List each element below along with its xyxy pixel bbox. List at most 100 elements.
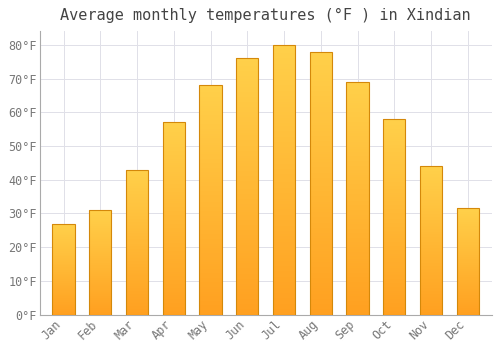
Bar <box>200 264 222 266</box>
Bar <box>346 131 368 133</box>
Bar <box>162 199 185 201</box>
Bar <box>346 273 368 275</box>
Bar <box>273 53 295 56</box>
Bar <box>457 300 479 301</box>
Bar <box>457 245 479 246</box>
Bar <box>200 179 222 182</box>
Bar <box>52 306 74 307</box>
Bar <box>383 264 406 266</box>
Bar <box>383 199 406 201</box>
Bar <box>346 259 368 261</box>
Bar <box>126 226 148 228</box>
Bar <box>126 170 148 315</box>
Bar <box>457 246 479 247</box>
Bar <box>310 249 332 252</box>
Bar <box>273 69 295 72</box>
Bar <box>236 127 258 130</box>
Bar <box>162 165 185 167</box>
Bar <box>383 125 406 127</box>
Bar <box>200 120 222 122</box>
Bar <box>273 72 295 75</box>
Bar <box>346 161 368 163</box>
Bar <box>420 260 442 261</box>
Bar <box>126 251 148 252</box>
Bar <box>89 246 112 247</box>
Bar <box>383 275 406 278</box>
Bar <box>457 303 479 304</box>
Bar <box>310 251 332 254</box>
Bar <box>420 274 442 276</box>
Bar <box>162 270 185 272</box>
Bar <box>273 312 295 315</box>
Bar <box>346 277 368 280</box>
Bar <box>457 226 479 228</box>
Bar <box>236 197 258 199</box>
Bar <box>89 284 112 285</box>
Bar <box>383 135 406 137</box>
Bar <box>52 271 74 272</box>
Bar <box>89 248 112 249</box>
Bar <box>273 172 295 174</box>
Bar <box>200 177 222 179</box>
Bar <box>310 60 332 62</box>
Bar <box>383 180 406 182</box>
Bar <box>126 281 148 283</box>
Bar <box>383 178 406 180</box>
Bar <box>420 303 442 304</box>
Bar <box>162 173 185 174</box>
Bar <box>273 212 295 215</box>
Bar <box>310 299 332 301</box>
Bar <box>310 99 332 102</box>
Bar <box>200 299 222 301</box>
Bar <box>162 232 185 234</box>
Bar <box>273 131 295 134</box>
Bar <box>89 244 112 245</box>
Bar <box>310 304 332 307</box>
Bar <box>52 285 74 286</box>
Bar <box>420 223 442 224</box>
Bar <box>162 305 185 307</box>
Bar <box>457 288 479 289</box>
Bar <box>273 196 295 199</box>
Bar <box>420 171 442 172</box>
Bar <box>420 304 442 306</box>
Bar <box>310 162 332 165</box>
Bar <box>457 258 479 259</box>
Bar <box>273 225 295 228</box>
Bar <box>200 122 222 124</box>
Bar <box>420 301 442 303</box>
Bar <box>273 242 295 245</box>
Bar <box>310 128 332 131</box>
Bar <box>346 208 368 210</box>
Bar <box>383 289 406 291</box>
Bar <box>52 258 74 259</box>
Bar <box>310 181 332 183</box>
Bar <box>236 263 258 266</box>
Bar <box>126 175 148 177</box>
Bar <box>89 302 112 303</box>
Bar <box>200 278 222 280</box>
Bar <box>273 277 295 280</box>
Bar <box>346 296 368 298</box>
Bar <box>236 294 258 297</box>
Bar <box>89 293 112 294</box>
Bar <box>346 196 368 198</box>
Bar <box>383 172 406 174</box>
Bar <box>200 250 222 253</box>
Bar <box>162 163 185 165</box>
Bar <box>162 215 185 217</box>
Bar <box>310 75 332 78</box>
Bar <box>52 270 74 271</box>
Bar <box>346 82 368 315</box>
Bar <box>457 236 479 237</box>
Bar <box>346 198 368 201</box>
Bar <box>383 244 406 246</box>
Bar <box>52 249 74 250</box>
Bar <box>310 62 332 65</box>
Bar <box>126 274 148 275</box>
Bar <box>236 284 258 286</box>
Bar <box>273 253 295 255</box>
Bar <box>126 286 148 287</box>
Bar <box>310 170 332 173</box>
Bar <box>200 88 222 90</box>
